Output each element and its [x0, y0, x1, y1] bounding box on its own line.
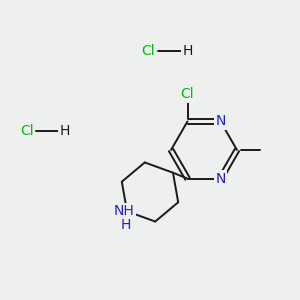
Text: Cl: Cl: [181, 87, 194, 101]
Text: Cl: Cl: [20, 124, 34, 137]
Text: N: N: [215, 114, 226, 128]
Text: H: H: [120, 218, 131, 232]
Text: H: H: [59, 124, 70, 137]
Text: H: H: [182, 44, 193, 58]
Text: N: N: [215, 172, 226, 186]
Text: NH: NH: [114, 204, 134, 218]
Text: Cl: Cl: [142, 44, 155, 58]
